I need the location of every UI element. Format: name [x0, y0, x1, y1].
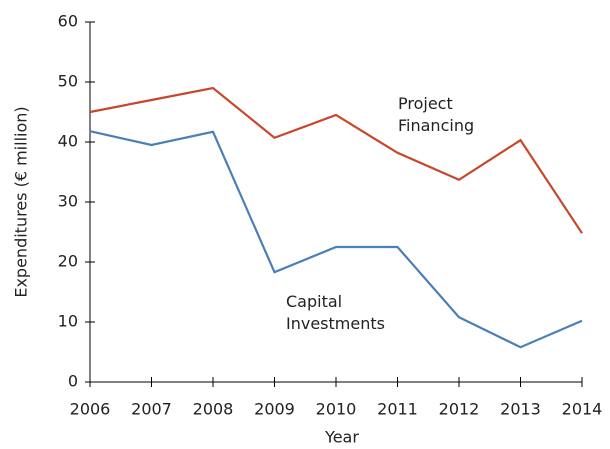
y-tick-label: 60 [58, 12, 78, 31]
x-tick-label: 2014 [562, 400, 603, 419]
x-tick-label: 2007 [131, 400, 172, 419]
y-tick-label: 40 [58, 132, 78, 151]
x-tick-label: 2009 [254, 400, 295, 419]
x-tick-label: 2008 [193, 400, 234, 419]
y-axis-label: Expenditures (€ million) [12, 106, 31, 297]
y-tick-label: 10 [58, 312, 78, 331]
annotation: Capital Investments [286, 292, 385, 333]
x-tick-label: 2013 [500, 400, 541, 419]
y-tick-label: 20 [58, 252, 78, 271]
x-tick-label: 2010 [316, 400, 357, 419]
y-tick-label: 30 [58, 192, 78, 211]
y-tick-label: 0 [68, 372, 78, 391]
y-tick-label: 50 [58, 72, 78, 91]
x-tick-label: 2011 [377, 400, 418, 419]
annotation: Project Financing [398, 94, 475, 135]
x-tick-label: 2006 [70, 400, 111, 419]
x-tick-label: 2012 [439, 400, 480, 419]
series-line [89, 130, 583, 349]
series-line [89, 86, 583, 234]
x-axis-label: Year [324, 428, 359, 447]
